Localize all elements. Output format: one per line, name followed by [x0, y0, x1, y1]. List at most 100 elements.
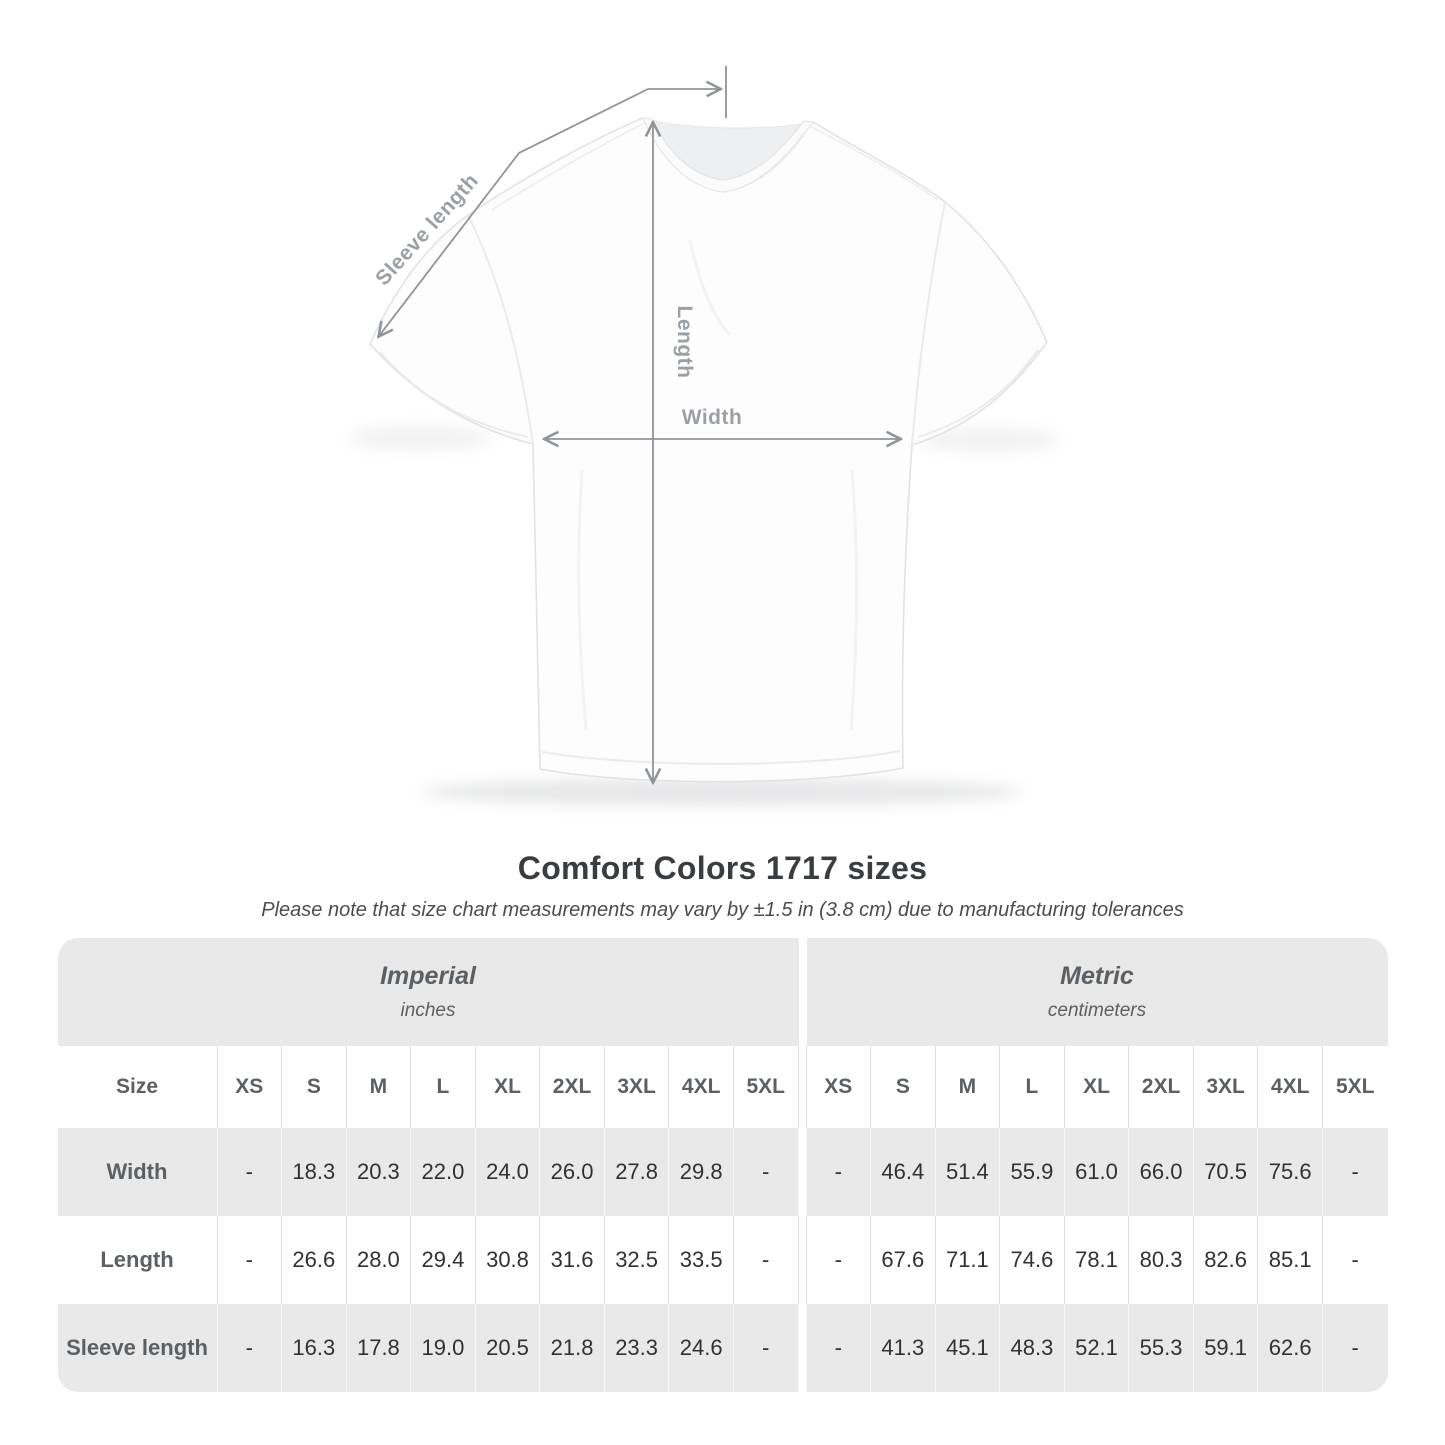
size-col-header: L [411, 1046, 476, 1128]
cell: 20.5 [475, 1304, 541, 1392]
imperial-label: Imperial [380, 962, 476, 990]
cell: - [1322, 1304, 1388, 1392]
size-col-header: 2XL [1129, 1046, 1194, 1128]
table-row-sleeve-length: Sleeve length - 16.3 17.8 19.0 20.5 21.8… [57, 1304, 1388, 1392]
cell: - [806, 1304, 872, 1392]
cell: 24.0 [475, 1128, 541, 1216]
cell: 55.9 [1000, 1128, 1065, 1216]
width-annotation: Width [545, 406, 900, 439]
size-col-header: S [871, 1046, 936, 1128]
seam-lines [379, 121, 1039, 765]
cell: 62.6 [1258, 1304, 1323, 1392]
cell: 33.5 [669, 1216, 734, 1304]
cell: 26.6 [282, 1216, 347, 1304]
cell: 23.3 [604, 1304, 670, 1392]
metric-unit: centimeters [1047, 1000, 1147, 1021]
cell: 78.1 [1065, 1216, 1130, 1304]
cell: - [733, 1304, 799, 1392]
size-col-header: M [936, 1046, 1001, 1128]
size-header: Size [58, 1046, 218, 1128]
cell: 51.4 [935, 1128, 1001, 1216]
collar-ribbing [642, 117, 815, 193]
cell: 30.8 [476, 1216, 541, 1304]
cell: - [733, 1128, 799, 1216]
cell: - [807, 1216, 872, 1304]
cell: 26.0 [540, 1128, 605, 1216]
imperial-group-header: Imperial inches [57, 938, 799, 1046]
fabric-wrinkles [577, 239, 858, 731]
metric-label: Metric [1060, 962, 1134, 990]
cell: 21.8 [540, 1304, 605, 1392]
cell: 31.6 [540, 1216, 605, 1304]
size-col-header: XS [807, 1046, 872, 1128]
cell: 55.3 [1129, 1304, 1194, 1392]
length-annotation: Length [653, 123, 696, 782]
cell: 46.4 [871, 1128, 936, 1216]
unit-divider [799, 1128, 807, 1216]
length-label: Length [673, 306, 696, 379]
cell: 16.3 [282, 1304, 347, 1392]
size-col-header: L [1000, 1046, 1065, 1128]
cell: 45.1 [935, 1304, 1001, 1392]
row-label: Width [57, 1128, 218, 1216]
cell: 59.1 [1193, 1304, 1259, 1392]
cell: - [734, 1216, 799, 1304]
cell: 71.1 [936, 1216, 1001, 1304]
size-col-header: 4XL [669, 1046, 734, 1128]
size-col-header: 5XL [734, 1046, 799, 1128]
cell: 41.3 [871, 1304, 936, 1392]
cell: - [218, 1216, 283, 1304]
unit-divider [799, 938, 807, 1046]
metric-group-header: Metric centimeters [806, 938, 1388, 1046]
unit-divider [799, 1046, 807, 1128]
cell: 74.6 [1000, 1216, 1065, 1304]
size-col-header: 2XL [540, 1046, 605, 1128]
size-col-header: 3XL [1194, 1046, 1259, 1128]
cell: 52.1 [1064, 1304, 1130, 1392]
cell: 67.6 [871, 1216, 936, 1304]
cell: - [1351, 1247, 1359, 1272]
shirt-shadow [350, 426, 1060, 806]
cell: 19.0 [411, 1304, 476, 1392]
table-row-length: Length - 26.6 28.0 29.4 30.8 31.6 32.5 3… [58, 1216, 1388, 1304]
cell: 29.4 [411, 1216, 476, 1304]
size-col-header: S [282, 1046, 347, 1128]
cell: 32.5 [605, 1216, 670, 1304]
cell: 24.6 [669, 1304, 734, 1392]
row-label: Sleeve length [57, 1304, 218, 1392]
sleeve-length-arrow [379, 88, 649, 336]
cell: 29.8 [669, 1128, 734, 1216]
cell: 48.3 [1000, 1304, 1065, 1392]
cell: - [217, 1128, 283, 1216]
cell: 66.0 [1129, 1128, 1194, 1216]
cell: - [806, 1128, 872, 1216]
size-table: Imperial inches Metric centimeters Size … [57, 938, 1388, 1392]
unit-divider [799, 1216, 807, 1304]
cell: 80.3 [1129, 1216, 1194, 1304]
cell: 22.0 [411, 1128, 476, 1216]
size-col-header: XL [476, 1046, 541, 1128]
size-col-header: M [347, 1046, 412, 1128]
cell: 61.0 [1064, 1128, 1130, 1216]
tshirt-measurement-diagram: Sleeve length Length Width [350, 66, 1060, 806]
cell: 70.5 [1193, 1128, 1259, 1216]
size-col-header: XL [1065, 1046, 1130, 1128]
imperial-unit: inches [400, 1000, 456, 1021]
cell: 18.3 [282, 1128, 347, 1216]
row-label: Length [58, 1216, 218, 1304]
cell: 85.1 [1258, 1216, 1323, 1304]
width-label: Width [682, 406, 743, 429]
cell: - [217, 1304, 283, 1392]
size-header-row: Size XS S M L XL 2XL 3XL 4XL 5XL XS S M … [57, 1046, 1388, 1128]
tshirt-silhouette [369, 117, 1048, 783]
page-title: Comfort Colors 1717 sizes [517, 850, 928, 886]
cell: - [1322, 1128, 1388, 1216]
size-col-header: 5XL [1335, 1075, 1375, 1098]
cell: 28.0 [347, 1216, 412, 1304]
size-col-header: 4XL [1258, 1046, 1323, 1128]
size-col-header: 3XL [605, 1046, 670, 1128]
cell: 82.6 [1194, 1216, 1259, 1304]
unit-group-band: Imperial inches Metric centimeters [57, 938, 1388, 1046]
cell: 20.3 [346, 1128, 412, 1216]
tshirt-graphic [369, 117, 1048, 783]
